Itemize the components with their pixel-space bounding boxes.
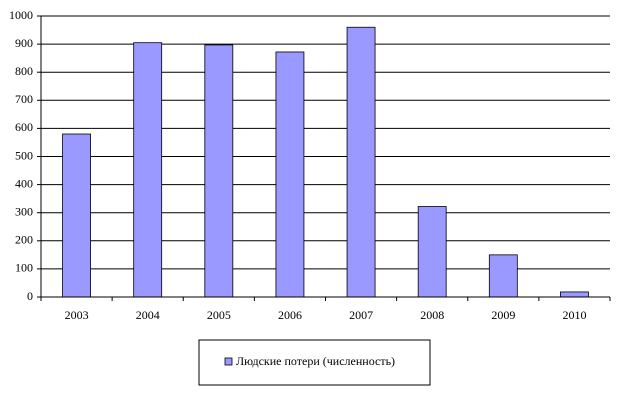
legend-box xyxy=(198,339,431,386)
x-tick-label: 2010 xyxy=(562,308,586,322)
bar xyxy=(133,42,163,298)
y-tick-label: 0 xyxy=(27,289,33,303)
legend-swatch xyxy=(224,357,233,366)
y-tick-label: 900 xyxy=(15,36,33,50)
x-tick-label: 2003 xyxy=(65,308,89,322)
y-tick-label: 500 xyxy=(15,148,33,162)
x-tick-label: 2008 xyxy=(420,308,444,322)
x-tick-label: 2004 xyxy=(136,308,160,322)
bar xyxy=(62,133,91,298)
bar xyxy=(488,254,518,298)
y-tick-label: 1000 xyxy=(9,8,33,22)
y-tick-label: 700 xyxy=(15,92,33,106)
y-tick-label: 400 xyxy=(15,176,33,190)
y-tick-label: 200 xyxy=(15,233,33,247)
bar xyxy=(417,206,447,298)
x-tick-label: 2007 xyxy=(349,308,373,322)
y-tick-label: 100 xyxy=(15,261,33,275)
y-tick-label: 300 xyxy=(15,204,33,218)
x-tick-label: 2009 xyxy=(491,308,515,322)
x-tick-label: 2006 xyxy=(278,308,302,322)
bar xyxy=(275,51,305,298)
x-tick-label: 2005 xyxy=(207,308,231,322)
y-tick-label: 800 xyxy=(15,64,33,78)
bar xyxy=(560,291,589,298)
bar xyxy=(346,26,376,298)
bar xyxy=(204,44,234,298)
legend-label: Людские потери (численность) xyxy=(236,354,395,368)
y-tick-label: 600 xyxy=(15,120,33,134)
